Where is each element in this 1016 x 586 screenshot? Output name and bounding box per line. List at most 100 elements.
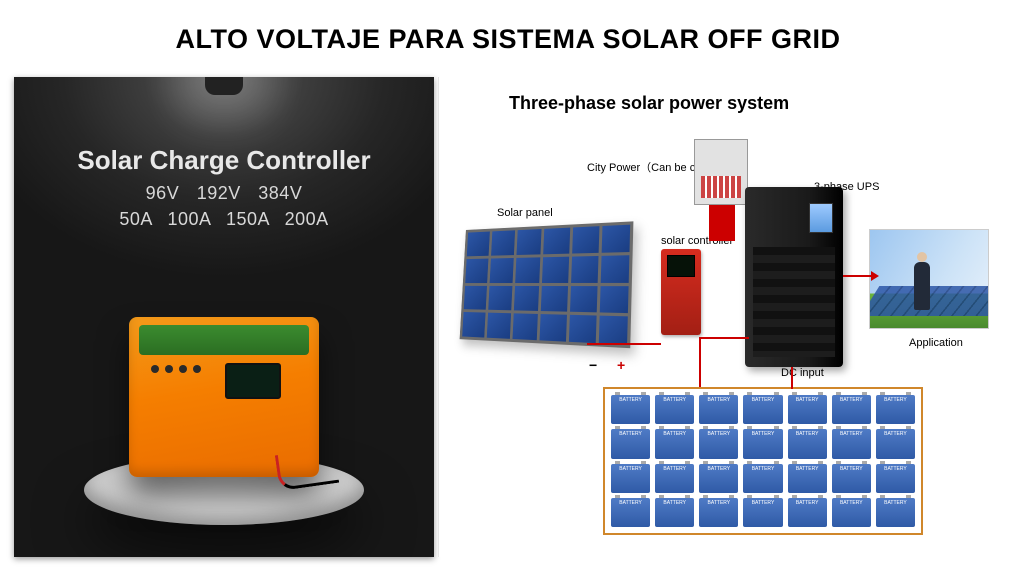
three-phase-ups (745, 187, 843, 367)
solar-cell (467, 232, 490, 257)
voltage-value: 384V (258, 183, 302, 203)
battery-cell: BATTERY (743, 464, 782, 493)
label-solar-panel: Solar panel (497, 207, 553, 219)
battery-cell: BATTERY (699, 429, 738, 458)
battery-cell: BATTERY (611, 395, 650, 424)
solar-panel-array (460, 221, 634, 348)
solar-controller-box (661, 249, 701, 335)
battery-cell-label: BATTERY (655, 498, 694, 527)
battery-cell: BATTERY (655, 464, 694, 493)
solar-cell (569, 315, 597, 343)
scene-person-icon (914, 262, 930, 310)
current-value: 100A (167, 209, 210, 229)
battery-cell-label: BATTERY (743, 464, 782, 493)
solar-cell (491, 230, 515, 255)
wire-ups-to-battery (791, 367, 793, 389)
battery-cell: BATTERY (655, 395, 694, 424)
battery-cell-label: BATTERY (876, 498, 915, 527)
battery-cell-label: BATTERY (832, 395, 871, 424)
voltage-value: 96V (146, 183, 180, 203)
battery-cell-label: BATTERY (655, 464, 694, 493)
battery-cell-label: BATTERY (699, 464, 738, 493)
battery-cell-label: BATTERY (611, 429, 650, 458)
solar-cell (487, 313, 511, 339)
battery-cell-label: BATTERY (832, 464, 871, 493)
battery-cell-label: BATTERY (655, 429, 694, 458)
device-screen (225, 363, 281, 399)
city-power-box (694, 139, 748, 205)
solar-cell (544, 228, 570, 254)
current-value: 150A (226, 209, 269, 229)
current-value: 200A (285, 209, 329, 229)
solar-cell (488, 285, 512, 310)
solar-cell (570, 286, 598, 313)
battery-cell-label: BATTERY (743, 429, 782, 458)
label-plus: + (617, 357, 625, 373)
battery-cell-label: BATTERY (699, 498, 738, 527)
solar-cell (540, 314, 567, 341)
battery-cell: BATTERY (788, 464, 827, 493)
current-line: 50A 100A 150A 200A (14, 209, 434, 230)
wire-city-to-ups (709, 205, 735, 241)
battery-cell: BATTERY (876, 395, 915, 424)
current-value: 50A (119, 209, 152, 229)
solar-cell (517, 229, 542, 255)
battery-cell: BATTERY (788, 429, 827, 458)
solar-cell (513, 314, 539, 341)
solar-cell (541, 285, 568, 311)
wire-ups-to-application (843, 275, 873, 277)
battery-cell: BATTERY (788, 498, 827, 527)
battery-cell: BATTERY (788, 395, 827, 424)
battery-cell-label: BATTERY (611, 395, 650, 424)
wire-controller-to-ups (699, 337, 749, 339)
product-heading: Solar Charge Controller (14, 145, 434, 176)
battery-cell-label: BATTERY (876, 429, 915, 458)
solar-cell (515, 257, 540, 282)
battery-cell: BATTERY (699, 395, 738, 424)
battery-cell: BATTERY (655, 429, 694, 458)
voltage-value: 192V (197, 183, 241, 203)
panels-row: Solar Charge Controller 96V 192V 384V 50… (0, 77, 1016, 557)
battery-cell: BATTERY (832, 395, 871, 424)
solar-cell (462, 312, 486, 337)
battery-cell: BATTERY (832, 464, 871, 493)
battery-cell: BATTERY (743, 429, 782, 458)
solar-cell (599, 316, 628, 345)
battery-cell: BATTERY (611, 429, 650, 458)
diagram-title: Three-phase solar power system (509, 93, 789, 114)
battery-cell: BATTERY (832, 498, 871, 527)
battery-cell-label: BATTERY (788, 395, 827, 424)
wire-controller-down (699, 337, 701, 387)
solar-cell (465, 258, 488, 282)
battery-cell: BATTERY (743, 498, 782, 527)
battery-cell-label: BATTERY (699, 429, 738, 458)
battery-cell-label: BATTERY (876, 464, 915, 493)
solar-cell (600, 286, 629, 314)
battery-cell-label: BATTERY (743, 498, 782, 527)
battery-cell: BATTERY (699, 464, 738, 493)
battery-cell: BATTERY (876, 498, 915, 527)
battery-cell: BATTERY (699, 498, 738, 527)
battery-cell-label: BATTERY (788, 464, 827, 493)
solar-cell (601, 255, 630, 282)
solar-cell (464, 285, 487, 310)
solar-cell (490, 258, 514, 283)
battery-cell-label: BATTERY (832, 429, 871, 458)
page-title: ALTO VOLTAJE PARA SISTEMA SOLAR OFF GRID (0, 0, 1016, 77)
battery-cell-label: BATTERY (788, 498, 827, 527)
battery-cell-label: BATTERY (876, 395, 915, 424)
voltage-line: 96V 192V 384V (14, 183, 434, 204)
battery-cell-label: BATTERY (699, 395, 738, 424)
battery-cell: BATTERY (611, 464, 650, 493)
device-buttons (151, 365, 201, 373)
battery-cell-label: BATTERY (788, 429, 827, 458)
battery-cell-label: BATTERY (743, 395, 782, 424)
battery-bank: BATTERYBATTERYBATTERYBATTERYBATTERYBATTE… (603, 387, 923, 535)
solar-cell (542, 256, 568, 282)
battery-cell: BATTERY (876, 429, 915, 458)
battery-cell-label: BATTERY (611, 464, 650, 493)
diagram-panel: Three-phase solar power system Solar pan… (438, 77, 1002, 557)
battery-cell: BATTERY (611, 498, 650, 527)
battery-cell: BATTERY (876, 464, 915, 493)
battery-cell-label: BATTERY (655, 395, 694, 424)
